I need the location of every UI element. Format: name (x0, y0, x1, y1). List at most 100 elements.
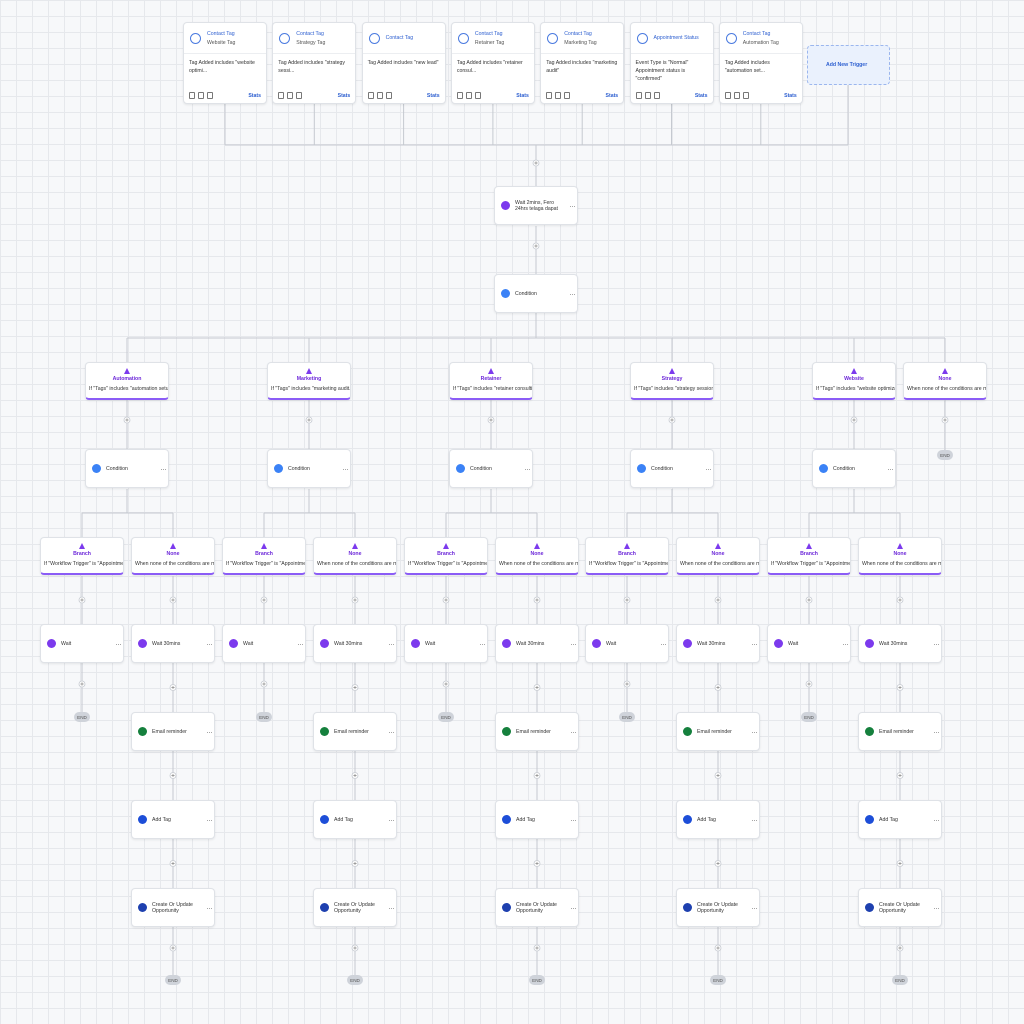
action-step[interactable]: Add Tag (858, 800, 942, 839)
action-step[interactable]: Wait (40, 624, 124, 663)
action-icon[interactable] (555, 92, 562, 99)
action-step[interactable]: Email reminder (131, 712, 215, 751)
stats-link[interactable]: Stats (694, 92, 708, 99)
branch-card[interactable]: None When none of the conditions are met (676, 537, 760, 575)
branch-card[interactable]: None When none of the conditions are met (903, 362, 987, 400)
action-step[interactable]: Add Tag (676, 800, 760, 839)
trigger-card[interactable]: Contact Tag Retainer Tag Tag Added include… (450, 22, 535, 104)
branch-card[interactable]: Branch If "Workflow Trigger" is "Appointm… (585, 537, 669, 575)
action-icon[interactable] (287, 92, 294, 99)
branch-card[interactable]: None When none of the conditions are met (495, 537, 579, 575)
branch-card[interactable]: None When none of the conditions are met (131, 537, 215, 575)
more-menu[interactable] (297, 643, 299, 645)
action-icon[interactable] (733, 92, 740, 99)
branch-card[interactable]: Website If "Tags" includes "website optim… (812, 362, 896, 400)
condition-step[interactable]: Condition (85, 449, 169, 488)
more-menu[interactable] (751, 907, 753, 909)
action-step[interactable]: Wait 30mins (131, 624, 215, 663)
more-menu[interactable] (569, 205, 571, 207)
more-menu[interactable] (570, 731, 572, 733)
more-menu[interactable] (933, 731, 935, 733)
branch-card[interactable]: Strategy If "Tags" includes "strategy ses… (630, 362, 714, 400)
action-icon[interactable] (465, 92, 472, 99)
more-menu[interactable] (206, 643, 208, 645)
action-icon[interactable] (635, 92, 642, 99)
action-step[interactable]: Create Or Update Opportunity (858, 888, 942, 927)
trigger-card[interactable]: Contact Tag Website Tag Tag Added includes… (183, 22, 267, 104)
trigger-card[interactable]: Appointment Status Event Type is "Normal"… (629, 22, 714, 104)
action-step[interactable]: Create Or Update Opportunity (131, 888, 215, 927)
wait-step[interactable]: Wait 2mins, Fero 24hrs telaga dapat (494, 186, 578, 225)
more-menu[interactable] (887, 468, 889, 470)
action-icon[interactable] (546, 92, 553, 99)
more-menu[interactable] (388, 907, 390, 909)
trigger-card[interactable]: Contact Tag Tag Added includes "new lead"… (361, 22, 446, 104)
action-icon[interactable] (474, 92, 481, 99)
more-menu[interactable] (751, 731, 753, 733)
action-icon[interactable] (207, 92, 213, 99)
stats-link[interactable]: Stats (516, 92, 529, 99)
more-menu[interactable] (342, 468, 344, 470)
branch-card[interactable]: None When none of the conditions are met (313, 537, 397, 575)
more-menu[interactable] (115, 643, 117, 645)
branch-card[interactable]: Branch If "Workflow Trigger" is "Appointm… (767, 537, 851, 575)
more-menu[interactable] (388, 731, 390, 733)
action-step[interactable]: Wait 30mins (313, 624, 397, 663)
branch-card[interactable]: Automation If "Tags" includes "automation… (85, 362, 169, 400)
branch-card[interactable]: None When none of the conditions are met (858, 537, 942, 575)
action-icon[interactable] (564, 92, 571, 99)
branch-card[interactable]: Branch If "Workflow Trigger" is "Appointm… (222, 537, 306, 575)
action-icon[interactable] (189, 92, 195, 99)
stats-link[interactable]: Stats (337, 92, 351, 99)
more-menu[interactable] (660, 643, 662, 645)
action-step[interactable]: Wait 30mins (495, 624, 579, 663)
action-icon[interactable] (198, 92, 204, 99)
action-step[interactable]: Email reminder (858, 712, 942, 751)
action-step[interactable]: Wait 30mins (676, 624, 760, 663)
branch-card[interactable]: Retainer If "Tags" includes "retainer con… (449, 362, 533, 400)
action-icon[interactable] (385, 92, 392, 99)
more-menu[interactable] (206, 819, 208, 821)
more-menu[interactable] (206, 907, 208, 909)
action-icon[interactable] (742, 92, 749, 99)
action-step[interactable]: Wait 30mins (858, 624, 942, 663)
more-menu[interactable] (388, 819, 390, 821)
stats-link[interactable]: Stats (426, 92, 440, 99)
trigger-card[interactable]: Contact Tag Strategy Tag Tag Added include… (272, 22, 357, 104)
condition-step[interactable]: Condition (494, 274, 578, 313)
action-step[interactable]: Add Tag (313, 800, 397, 839)
more-menu[interactable] (206, 731, 208, 733)
more-menu[interactable] (569, 293, 571, 295)
action-step[interactable]: Create Or Update Opportunity (313, 888, 397, 927)
trigger-card[interactable]: Contact Tag Automation Tag Tag Added inclu… (718, 22, 803, 104)
add-trigger-button[interactable]: Add New Trigger (807, 45, 890, 85)
action-icon[interactable] (653, 92, 660, 99)
more-menu[interactable] (479, 643, 481, 645)
condition-step[interactable]: Condition (449, 449, 533, 488)
action-step[interactable]: Wait (767, 624, 851, 663)
action-step[interactable]: Wait (585, 624, 669, 663)
branch-card[interactable]: Marketing If "Tags" includes "marketing a… (267, 362, 351, 400)
more-menu[interactable] (933, 643, 935, 645)
action-icon[interactable] (367, 92, 374, 99)
action-step[interactable]: Wait (222, 624, 306, 663)
condition-step[interactable]: Condition (630, 449, 714, 488)
action-step[interactable]: Add Tag (131, 800, 215, 839)
branch-card[interactable]: Branch If "Workflow Trigger" is "Appointm… (404, 537, 488, 575)
more-menu[interactable] (933, 907, 935, 909)
action-icon[interactable] (456, 92, 463, 99)
more-menu[interactable] (842, 643, 844, 645)
stats-link[interactable]: Stats (784, 92, 797, 99)
more-menu[interactable] (570, 819, 572, 821)
more-menu[interactable] (705, 468, 707, 470)
branch-card[interactable]: Branch If "Workflow Trigger" is "Appointm… (40, 537, 124, 575)
action-step[interactable]: Email reminder (313, 712, 397, 751)
action-step[interactable]: Add Tag (495, 800, 579, 839)
more-menu[interactable] (751, 643, 753, 645)
action-icon[interactable] (376, 92, 383, 99)
stats-link[interactable]: Stats (248, 92, 261, 99)
condition-step[interactable]: Condition (812, 449, 896, 488)
action-step[interactable]: Email reminder (676, 712, 760, 751)
more-menu[interactable] (570, 907, 572, 909)
trigger-card[interactable]: Contact Tag Marketing Tag Tag Added includ… (540, 22, 625, 104)
